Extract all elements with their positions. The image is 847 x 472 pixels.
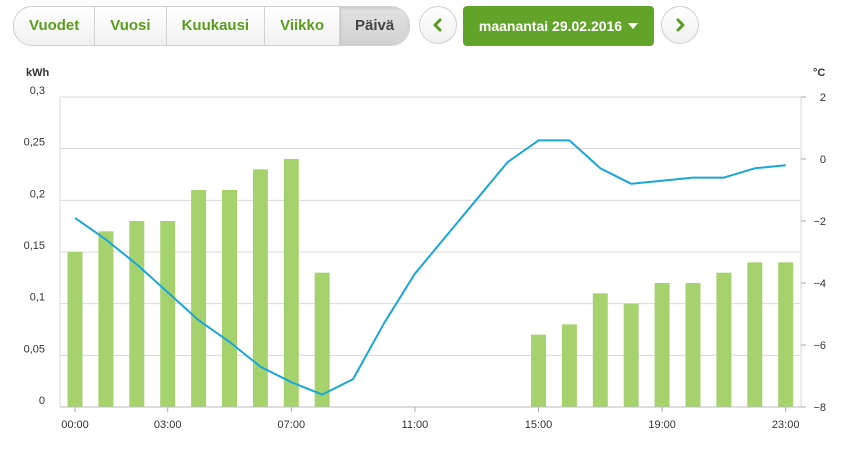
kwh-bar bbox=[592, 293, 608, 407]
kwh-bar bbox=[191, 190, 207, 407]
kwh-bar bbox=[747, 262, 763, 407]
left-axis-tick-label: 0,15 bbox=[24, 240, 45, 252]
left-axis-tick-label: 0,05 bbox=[24, 343, 45, 355]
left-axis-tick-label: 0 bbox=[39, 395, 45, 407]
tab-kuukausi[interactable]: Kuukausi bbox=[167, 7, 266, 45]
x-axis-tick-label: 23:00 bbox=[772, 419, 800, 431]
x-axis-tick-label: 07:00 bbox=[278, 419, 306, 431]
kwh-bar bbox=[531, 334, 546, 407]
kwh-bar bbox=[129, 221, 145, 407]
tab-vuodet[interactable]: Vuodet bbox=[14, 7, 96, 45]
left-axis-tick-label: 0,2 bbox=[30, 188, 45, 200]
x-axis-tick-label: 19:00 bbox=[648, 419, 676, 431]
left-axis-unit: kWh bbox=[26, 67, 50, 79]
chevron-right-icon bbox=[676, 18, 685, 32]
chevron-left-icon bbox=[433, 18, 442, 32]
tab-viikko[interactable]: Viikko bbox=[265, 7, 341, 45]
right-axis-tick-label: 0 bbox=[820, 154, 826, 166]
kwh-bar bbox=[252, 169, 268, 407]
period-tabs: Vuodet Vuosi Kuukausi Viikko Päivä bbox=[13, 6, 411, 46]
kwh-bar bbox=[160, 221, 176, 407]
kwh-bar bbox=[778, 262, 794, 407]
prev-day-button[interactable] bbox=[419, 6, 457, 44]
kwh-bar bbox=[222, 190, 237, 407]
caret-down-icon bbox=[628, 23, 639, 29]
kwh-bar bbox=[685, 283, 701, 407]
date-label: maanantai 29.02.2016 bbox=[478, 18, 623, 34]
kwh-bar bbox=[716, 272, 732, 407]
right-axis-tick-label: 2 bbox=[820, 92, 826, 104]
kwh-bar bbox=[67, 252, 83, 407]
right-axis-tick-label: −8 bbox=[813, 402, 826, 414]
left-axis-tick-label: 0,3 bbox=[30, 85, 45, 97]
right-axis-unit: °C bbox=[813, 67, 825, 79]
tab-vuosi[interactable]: Vuosi bbox=[95, 7, 167, 45]
right-axis-tick-label: −6 bbox=[813, 340, 826, 352]
right-axis-tick-label: −2 bbox=[813, 216, 826, 228]
x-axis-tick-label: 11:00 bbox=[402, 419, 429, 431]
x-axis-tick-label: 03:00 bbox=[154, 419, 182, 431]
kwh-bar bbox=[314, 272, 330, 407]
kwh-bar bbox=[654, 283, 670, 407]
kwh-bar bbox=[283, 159, 299, 407]
right-axis-tick-label: −4 bbox=[813, 278, 826, 290]
kwh-bar bbox=[623, 303, 639, 407]
temperature-line bbox=[74, 139, 786, 396]
kwh-bar bbox=[561, 324, 577, 407]
tab-päivä[interactable]: Päivä bbox=[340, 7, 410, 45]
next-day-button[interactable] bbox=[661, 6, 699, 44]
left-axis-tick-label: 0,25 bbox=[24, 137, 45, 149]
left-axis-tick-label: 0,1 bbox=[30, 292, 45, 304]
x-axis-tick-label: 00:00 bbox=[61, 419, 89, 431]
date-picker-button[interactable]: maanantai 29.02.2016 bbox=[463, 6, 654, 46]
kwh-bar bbox=[98, 231, 114, 407]
x-axis-tick-label: 15:00 bbox=[525, 419, 553, 431]
